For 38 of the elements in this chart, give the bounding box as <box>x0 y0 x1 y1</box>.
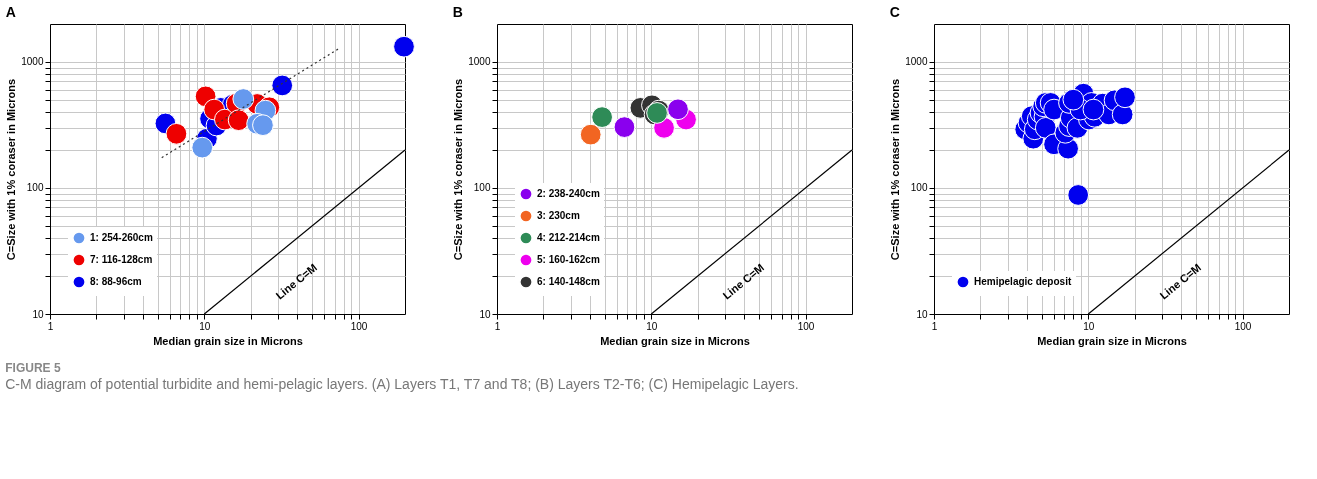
y-tick-label: 100 <box>26 182 44 194</box>
y-tick-label: 100 <box>473 182 491 194</box>
legend-label: 2: 238-240cm <box>537 188 600 199</box>
x-tick-label: 1 <box>931 320 938 332</box>
chart-title: A <box>5 4 16 20</box>
x-tick-label: 1 <box>494 320 501 332</box>
legend-label: 7: 116-128cm <box>90 254 153 265</box>
y-tick-label: 1000 <box>21 56 44 68</box>
x-axis-title: Median grain size in Microns <box>600 334 750 347</box>
legend-label: 5: 160-162cm <box>537 254 600 265</box>
x-tick-label: 100 <box>350 320 368 332</box>
x-tick-label: 10 <box>1083 320 1095 332</box>
legend-label: 1: 254-260cm <box>90 232 153 243</box>
x-tick-label: 100 <box>1234 320 1252 332</box>
x-axis-title: Median grain size in Microns <box>1037 334 1187 347</box>
legend-label: 3: 230cm <box>537 210 580 221</box>
legend-label: Hemipelagic deposit <box>974 276 1072 287</box>
x-tick-label: 1 <box>47 320 54 332</box>
y-tick-label: 1000 <box>905 56 928 68</box>
y-axis-title: C=Size with 1% coraser in Microns <box>452 78 465 261</box>
y-tick-label: 10 <box>32 308 44 320</box>
legend-label: 4: 212-214cm <box>537 232 600 243</box>
y-tick-label: 10 <box>916 308 928 320</box>
y-tick-label: 1000 <box>468 56 491 68</box>
caption: FIGURE 5 <box>5 360 61 375</box>
legend-label: 6: 140-148cm <box>537 276 600 287</box>
chart-title: B <box>452 4 463 20</box>
x-tick-label: 10 <box>646 320 658 332</box>
y-tick-label: 10 <box>479 308 491 320</box>
chart-title: C <box>889 4 900 20</box>
y-axis-title: C=Size with 1% coraser in Microns <box>5 78 18 261</box>
y-axis-title: C=Size with 1% coraser in Microns <box>889 78 902 261</box>
text: C-M diagram of potential turbidite and hemi-pelagic layers. (A) Layers T1, T7 and T8; (B) Layers T2-T6; (C) Hemipelagic Layers. <box>5 375 799 392</box>
y-tick-label: 100 <box>910 182 928 194</box>
x-tick-label: 10 <box>199 320 211 332</box>
x-tick-label: 100 <box>797 320 815 332</box>
x-axis-title: Median grain size in Microns <box>153 334 303 347</box>
legend-label: 8: 88-96cm <box>90 276 142 287</box>
